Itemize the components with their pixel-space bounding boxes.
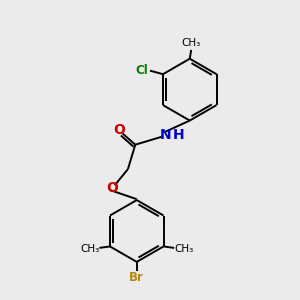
Text: O: O xyxy=(113,123,125,137)
Text: CH₃: CH₃ xyxy=(182,38,201,48)
Text: Cl: Cl xyxy=(135,64,148,77)
Text: Br: Br xyxy=(129,271,144,284)
Text: H: H xyxy=(173,128,184,142)
Text: O: O xyxy=(106,181,118,195)
Text: N: N xyxy=(160,128,171,142)
Text: CH₃: CH₃ xyxy=(80,244,100,254)
Text: CH₃: CH₃ xyxy=(174,244,193,254)
